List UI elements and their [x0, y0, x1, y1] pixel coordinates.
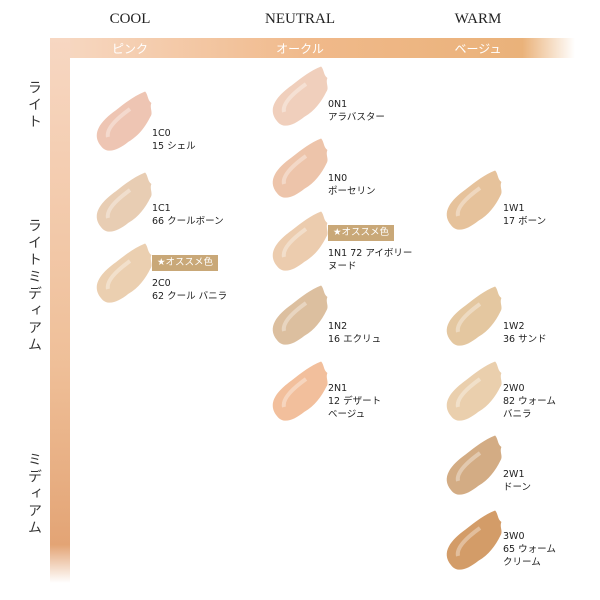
shade-code: 2C0 — [152, 278, 171, 289]
shade-name: 62 クール バニラ — [152, 291, 228, 302]
shade-code: 2W0 — [503, 383, 525, 394]
row-bar — [50, 38, 70, 583]
shade-name: 65 ウォーム — [503, 544, 556, 555]
shade-code: 1W2 — [503, 321, 525, 332]
swatch — [272, 211, 328, 271]
column-title: COOL — [109, 11, 151, 27]
shade-name: ヌード — [328, 261, 357, 272]
shade-name: 12 デザート — [328, 396, 382, 407]
shade-name: ポーセリン — [328, 186, 376, 197]
swatch-highlight — [455, 186, 482, 217]
shade-code: 0N1 — [328, 99, 348, 110]
shade-code: 2N1 — [328, 383, 348, 394]
swatch — [272, 361, 328, 421]
swatch — [446, 435, 502, 495]
swatch — [96, 91, 152, 151]
swatch-highlight — [105, 188, 132, 219]
shade-name: 66 クールボーン — [152, 216, 224, 227]
column-bar — [50, 38, 575, 58]
swatch — [96, 172, 152, 232]
shade-name: バニラ — [503, 409, 532, 420]
shade-name: 82 ウォーム — [503, 396, 556, 407]
shade-name: 36 サンド — [503, 334, 547, 345]
shade-name: ベージュ — [328, 409, 366, 420]
column-title: WARM — [454, 11, 502, 27]
column-subtitle: オークル — [276, 42, 324, 56]
swatch-highlight — [281, 301, 308, 332]
shade-name: ドーン — [503, 482, 532, 493]
swatch-highlight — [281, 82, 308, 113]
swatch — [272, 138, 328, 198]
shade-name: クリーム — [503, 557, 541, 568]
swatch-highlight — [455, 526, 482, 557]
swatch — [272, 285, 328, 345]
swatch — [446, 361, 502, 421]
swatch — [272, 66, 328, 126]
column-subtitle: ベージュ — [454, 42, 502, 56]
swatch-highlight — [455, 377, 482, 408]
shade-name: 16 エクリュ — [328, 334, 382, 345]
swatch-highlight — [455, 451, 482, 482]
swatch-highlight — [281, 154, 308, 185]
shade-code: 1N0 — [328, 173, 348, 184]
swatch — [446, 510, 502, 570]
row-label: ミディアム — [26, 452, 42, 537]
swatch-highlight — [281, 377, 308, 408]
swatch-highlight — [455, 302, 482, 333]
shade-code: 1W1 — [503, 203, 525, 214]
shade-code: 1C1 — [152, 203, 171, 214]
swatch — [96, 243, 152, 303]
shade-name: アラバスター — [328, 112, 385, 123]
swatch — [446, 286, 502, 346]
column-subtitle: ピンク — [111, 42, 149, 56]
swatch-highlight — [105, 259, 132, 290]
row-label: ライト — [26, 80, 42, 131]
recommend-badge: ★オススメ色 — [152, 255, 219, 271]
shade-code: 2W1 — [503, 469, 525, 480]
shade-code: 1C0 — [152, 128, 171, 139]
shade-code: 3W0 — [503, 531, 525, 542]
recommend-badge: ★オススメ色 — [328, 225, 395, 241]
shade-code: 1N1 72 アイボリー — [328, 248, 413, 259]
shade-name: 15 シェル — [152, 141, 196, 152]
swatch-highlight — [105, 107, 132, 138]
row-label: ライトミディアム — [26, 218, 42, 354]
swatch — [446, 170, 502, 230]
shade-name: 17 ボーン — [503, 216, 547, 227]
shade-code: 1N2 — [328, 321, 348, 332]
column-title: NEUTRAL — [265, 11, 335, 27]
swatch-highlight — [281, 227, 308, 258]
